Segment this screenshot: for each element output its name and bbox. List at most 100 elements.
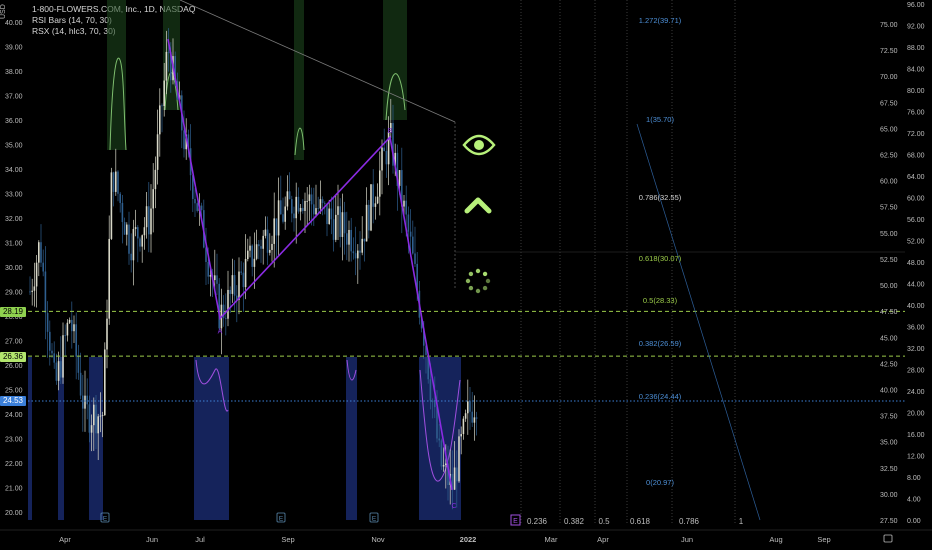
chart-overlays: A B C 1.272(39.71) 1(35.70) 0.786(32.55) 0.618… [28, 0, 905, 526]
candle-body-146 [350, 229, 352, 252]
candle-body-28 [90, 425, 93, 433]
candle-body-117 [286, 191, 289, 207]
right-inner-label-12: 57.50 [880, 205, 898, 212]
candle-body-101 [251, 245, 253, 267]
candle-body-32 [99, 415, 102, 417]
candle-body-17 [66, 322, 69, 336]
candle-body-33 [101, 415, 104, 417]
candle-body-189 [445, 463, 447, 465]
candle-body-88 [222, 304, 225, 319]
chevron-up-icon [464, 197, 492, 214]
candle-body-27 [88, 404, 91, 433]
right-outer-label-3: 12.00 [907, 454, 925, 461]
loading-dot-icon-2 [475, 288, 481, 294]
right-inner-label-7: 45.00 [880, 335, 898, 342]
right-outer-label-10: 40.00 [907, 303, 925, 310]
x-axis-label-10: Sep [817, 535, 830, 544]
right-outer-label-9: 36.00 [907, 325, 925, 332]
candle-body-0 [29, 291, 31, 293]
fib-bottom-2: 0.5 [598, 517, 610, 526]
right-outer-label-17: 68.00 [907, 153, 925, 160]
rsx-indicator-label[interactable]: RSX (14, hlc3, 70, 30) [32, 26, 116, 36]
candle-body-152 [363, 238, 366, 242]
right-outer-label-16: 64.00 [907, 174, 925, 181]
candle-body-6 [42, 262, 44, 272]
left-axis-label-10: 30.00 [5, 265, 23, 272]
left-axis-label-12: 32.00 [5, 216, 23, 223]
wave-label-a: A [218, 328, 223, 335]
left-axis-label-3: 23.00 [5, 437, 23, 444]
candle-body-54 [148, 206, 150, 235]
candle-body-180 [425, 345, 427, 355]
candle-body-195 [458, 436, 460, 482]
candle-body-41 [119, 193, 121, 203]
fib-label-6: 0.236(24.44) [639, 392, 682, 401]
rsx-line-7 [419, 369, 461, 482]
right-outer-label-22: 88.00 [907, 45, 925, 52]
candle-body-142 [341, 212, 344, 237]
candle-body-140 [337, 206, 339, 215]
candle-body-161 [383, 147, 385, 152]
left-axis-label-18: 38.00 [5, 69, 23, 76]
candle-body-197 [462, 418, 465, 435]
candle-body-198 [464, 413, 467, 419]
candle-body-74 [192, 175, 194, 199]
x-axis-label-3: Sep [281, 535, 294, 544]
candle-body-29 [93, 404, 95, 426]
candle-body-132 [319, 199, 322, 209]
candle-body-119 [291, 199, 293, 214]
x-axis-label-0: Apr [59, 535, 71, 544]
candle-body-199 [467, 401, 469, 414]
fib-bottom-0: 0.236 [527, 517, 548, 526]
fib-label-0: 1.272(39.71) [639, 16, 682, 25]
left-axis-label-1: 21.00 [5, 486, 23, 493]
candle-body-167 [396, 152, 399, 186]
x-axis-label-9: Aug [769, 535, 782, 544]
candle-body-57 [154, 169, 157, 190]
candle-body-18 [68, 319, 71, 323]
candle-body-149 [357, 250, 359, 259]
left-axis-label-6: 26.00 [5, 363, 23, 370]
candle-body-162 [385, 151, 388, 165]
candle-body-156 [372, 184, 374, 207]
fib-bottom-4: 0.786 [679, 517, 700, 526]
candle-body-173 [409, 231, 412, 237]
candle-body-138 [332, 219, 335, 240]
candle-body-85 [216, 275, 218, 284]
oversold-band-1 [58, 357, 64, 520]
candle-body-115 [282, 214, 284, 222]
oversold-band-3 [194, 357, 229, 520]
candle-body-49 [137, 227, 139, 239]
right-inner-label-10: 52.50 [880, 257, 898, 264]
oversold-band-4 [346, 357, 357, 520]
price-tag-28-19: 28.19 [0, 307, 26, 317]
rsx-line-1 [109, 57, 127, 151]
rsx-line-4 [385, 73, 406, 121]
forecast-marker-text: E [513, 518, 518, 525]
right-outer-label-1: 4.00 [907, 497, 921, 504]
candle-body-86 [218, 283, 220, 329]
candle-body-11 [53, 353, 55, 363]
right-outer-label-7: 28.00 [907, 368, 925, 375]
candle-body-139 [335, 214, 337, 240]
candle-body-93 [233, 275, 236, 296]
left-axis-label-17: 37.00 [5, 94, 23, 101]
right-outer-label-0: 0.00 [907, 518, 921, 525]
candle-body-75 [194, 198, 196, 204]
candle-body-106 [262, 235, 264, 249]
fib-bottom-1: 0.382 [564, 517, 585, 526]
candle-body-127 [308, 194, 311, 201]
left-axis-label-13: 33.00 [5, 192, 23, 199]
rsi-bars-indicator-label[interactable]: RSI Bars (14, 70, 30) [32, 15, 112, 25]
candle-body-16 [64, 335, 66, 337]
candle-body-116 [284, 206, 286, 222]
candle-body-35 [106, 318, 108, 350]
earnings-marker-0 [100, 512, 110, 523]
right-inner-label-14: 62.50 [880, 153, 898, 160]
candle-body-113 [277, 200, 280, 236]
earnings-text-2: E [372, 516, 377, 523]
candle-body-160 [381, 147, 383, 171]
right-outer-label-20: 80.00 [907, 88, 925, 95]
